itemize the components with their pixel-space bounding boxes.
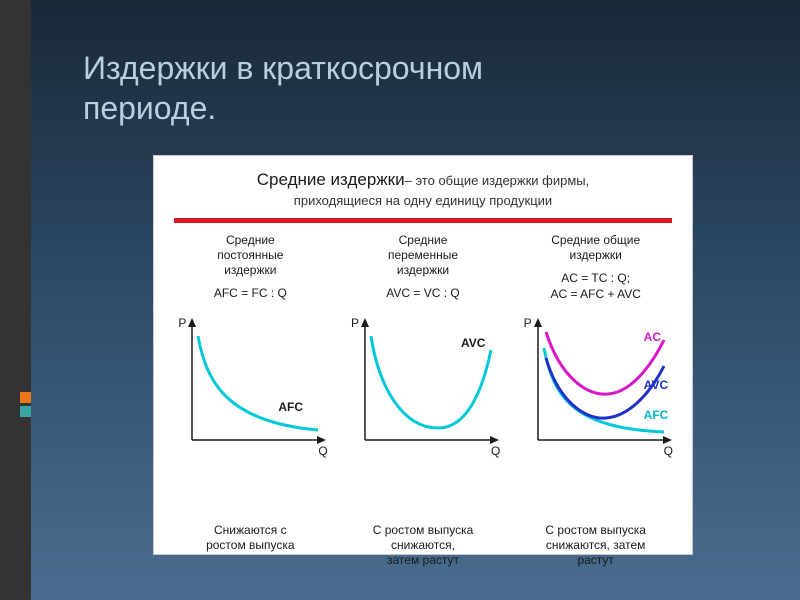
chart-afc-svg [170,308,330,458]
column-avc: Средние переменные издержки AVC = VC : Q… [337,223,510,523]
content-box: Средние издержки– это общие издержки фир… [153,155,693,555]
label-avc3: AVC [644,378,668,392]
column-afc: Средние постоянные издержки AFC = FC : Q… [164,223,337,523]
heading-big: Средние издержки [257,170,405,189]
col2-title: Средние переменные издержки [388,233,458,278]
axis-q2: Q [491,444,500,458]
col2-formula: AVC = VC : Q [386,286,459,302]
footer-col3: С ростом выпуска снижаются, затем растут [509,523,682,568]
heading: Средние издержки– это общие издержки фир… [154,156,692,190]
title-line2: периоде. [83,90,216,126]
chart-ac: P Q AC AVC AFC [516,308,676,458]
left-edge-marks [20,392,31,432]
subheading: приходящиеся на одну единицу продукции [154,193,692,208]
label-avc: AVC [461,336,485,350]
slide: Издержки в краткосрочном периоде. Средни… [31,0,800,600]
label-ac3: AC [644,330,661,344]
axis-p2: P [351,316,359,330]
title-line1: Издержки в краткосрочном [83,50,483,86]
axis-p: P [178,316,186,330]
label-afc: AFC [278,400,303,414]
col3-title: Средние общие издержки [551,233,640,263]
axis-p3: P [524,316,532,330]
footer-row: Снижаются с ростом выпуска С ростом выпу… [154,523,692,568]
axis-q: Q [318,444,327,458]
footer-col2: С ростом выпуска снижаются, затем растут [337,523,510,568]
footer-col1: Снижаются с ростом выпуска [164,523,337,568]
chart-avc: P Q AVC [343,308,503,458]
col3-formula: AC = TC : Q; AC = AFC + AVC [550,271,640,302]
col1-formula: AFC = FC : Q [214,286,287,302]
chart-afc: P Q AFC [170,308,330,458]
column-ac: Средние общие издержки AC = TC : Q; AC =… [509,223,682,523]
axis-q3: Q [664,444,673,458]
chart-avc-svg [343,308,503,458]
label-afc3: AFC [644,408,669,422]
page-title: Издержки в краткосрочном периоде. [83,48,483,128]
mark-orange [20,392,31,403]
mark-teal [20,406,31,417]
columns: Средние постоянные издержки AFC = FC : Q… [154,223,692,523]
heading-small: – это общие издержки фирмы, [405,173,590,188]
col1-title: Средние постоянные издержки [217,233,283,278]
